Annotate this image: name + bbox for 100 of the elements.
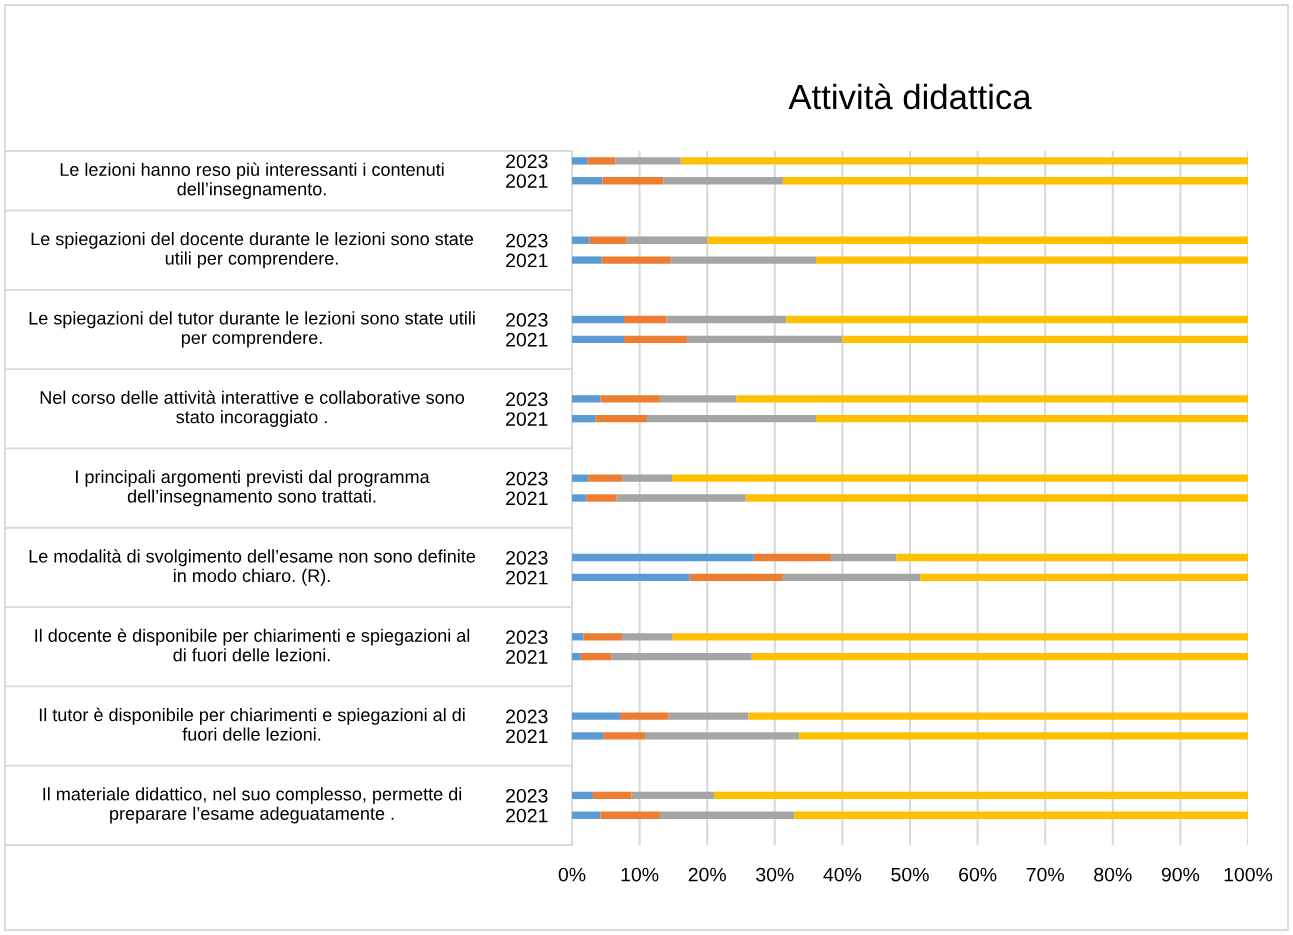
bar (782, 573, 921, 581)
y-tick-label: 2021 (506, 570, 548, 585)
text: Il tutor è disponibile per chiarimenti e spiegazioni al di fuori delle lezioni. (39, 707, 465, 741)
bar (663, 177, 783, 185)
bar (586, 494, 617, 502)
x-tick-label: 30% (756, 867, 794, 882)
bar (592, 791, 632, 800)
y-tick-label: 2021 (506, 253, 548, 268)
bar (659, 395, 737, 403)
bar (615, 157, 681, 165)
bar (572, 791, 593, 800)
y-tick-label: 2023 (506, 313, 548, 327)
bar (616, 494, 746, 502)
text: Nel corso delle attività interattive e collaborative sono stato incoraggiato . (40, 390, 465, 427)
x-tick-label: 70% (1026, 867, 1064, 882)
x-tick-label: 40% (823, 867, 862, 882)
bar (799, 732, 1248, 740)
bar (626, 236, 708, 244)
x-tick-label: 0% (558, 867, 586, 882)
bar (782, 177, 1248, 185)
bar (672, 633, 1248, 641)
bar (572, 177, 603, 185)
bar (611, 652, 752, 661)
bar (622, 474, 673, 482)
bar (602, 177, 664, 185)
bar (713, 791, 1248, 800)
text: Le lezioni hanno reso più interessanti i contenuti dell’insegnamento. (60, 162, 444, 199)
bar (572, 811, 601, 819)
bar (670, 256, 817, 264)
text: Le spiegazioni del docente durante le lezioni sono state utili per comprendere. (31, 232, 474, 269)
bar (624, 335, 687, 344)
bar (572, 573, 690, 581)
bar (794, 811, 1248, 819)
bar (572, 236, 590, 244)
y-tick-label: 2023 (506, 550, 548, 565)
bar (680, 157, 1248, 165)
bar (645, 732, 800, 740)
bar (572, 712, 620, 720)
bar (689, 573, 783, 581)
bar (589, 236, 627, 244)
bar (572, 474, 589, 482)
y-tick-label: 2023 (506, 154, 548, 169)
bar (707, 236, 1248, 244)
y-tick-label: 2021 (506, 332, 548, 347)
bar (786, 315, 1248, 324)
bar (583, 633, 623, 641)
y-tick-label: 2021 (506, 174, 548, 188)
y-tick-label: 2021 (506, 412, 548, 426)
x-tick-label: 10% (621, 867, 659, 882)
bar (572, 395, 601, 403)
bar (896, 553, 1248, 562)
bar (588, 474, 623, 482)
bar (572, 335, 625, 344)
y-tick-label: 2021 (506, 650, 548, 664)
x-tick-label: 20% (688, 867, 726, 882)
bar (624, 315, 667, 324)
y-tick-label: 2023 (506, 471, 548, 486)
bar (572, 256, 602, 264)
bar (572, 553, 754, 562)
bar (622, 633, 673, 641)
bar (666, 315, 787, 324)
bar (572, 494, 587, 502)
bar (601, 256, 671, 264)
bar (572, 732, 604, 740)
bar (587, 157, 616, 165)
bar (572, 633, 584, 641)
x-tick-label: 60% (959, 867, 997, 882)
chart-title: Attività didattica (788, 83, 1032, 110)
text: Le modalità di svolgimento dell’esame non sono definite in modo chiaro. (R). (29, 549, 476, 586)
bar (603, 732, 646, 740)
bar (920, 573, 1248, 581)
bar (572, 415, 596, 423)
bar (745, 494, 1248, 502)
x-tick-label: 50% (891, 867, 929, 882)
bar (668, 712, 749, 720)
y-tick-label: 2023 (506, 233, 548, 248)
y-tick-label: 2021 (506, 491, 548, 506)
bar (580, 652, 612, 661)
bar (753, 553, 831, 562)
bar (572, 315, 625, 324)
bar (751, 652, 1248, 661)
bar (686, 335, 843, 344)
bar (620, 712, 669, 720)
bar (842, 335, 1248, 344)
bar (816, 415, 1248, 423)
text: Il materiale didattico, nel suo complesso, permette di preparare l’esame adeguatamente . (43, 787, 462, 824)
y-tick-label: 2021 (506, 808, 548, 823)
y-tick-label: 2021 (506, 729, 548, 744)
bar (736, 395, 1248, 403)
x-tick-label: 100% (1224, 867, 1273, 882)
text: Le spiegazioni del tutor durante le lezioni sono state utili per comprendere. (29, 311, 475, 348)
x-tick-label: 90% (1161, 867, 1200, 882)
y-tick-label: 2023 (506, 630, 548, 645)
bar (572, 157, 588, 165)
bar (830, 553, 897, 562)
text: I principali argomenti previsti dal programma dell’insegnamento sono trattati. (76, 469, 430, 507)
bar (647, 415, 817, 423)
y-tick-label: 2023 (506, 788, 548, 803)
text: Il docente è disponibile per chiarimenti e spiegazioni al di fuori delle lezioni. (35, 628, 470, 662)
y-tick-label: 2023 (506, 392, 548, 407)
